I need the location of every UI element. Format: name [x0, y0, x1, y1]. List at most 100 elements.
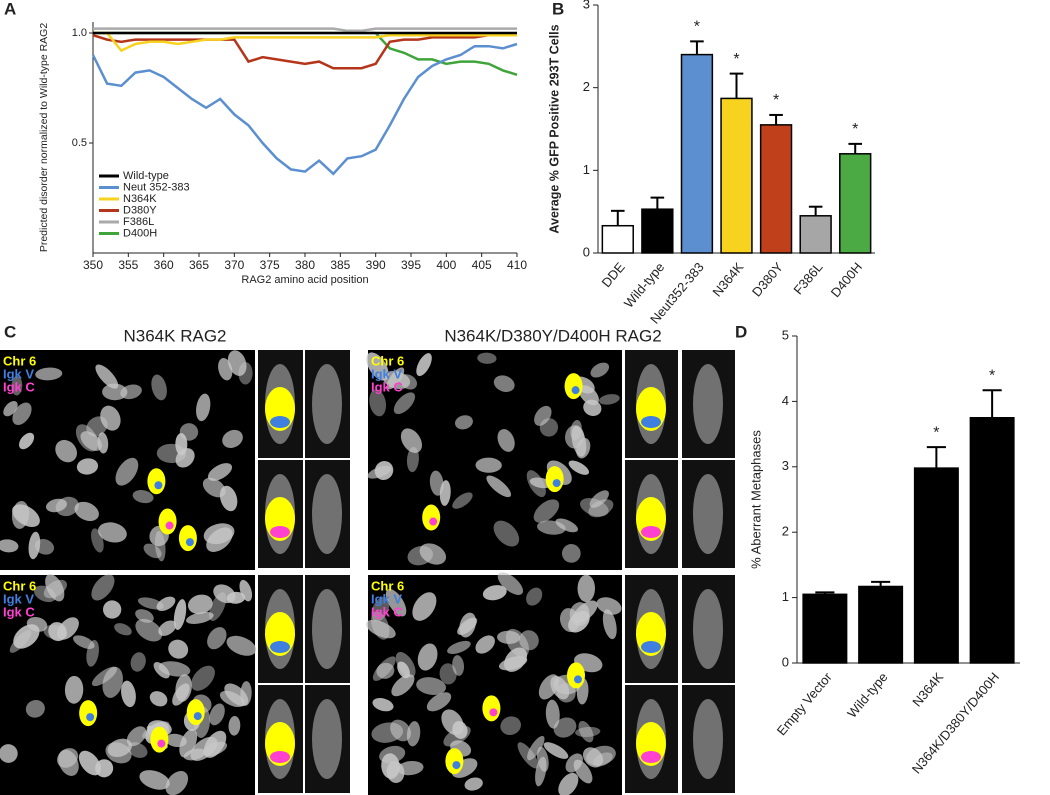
chromosome	[127, 742, 148, 758]
chromosome	[556, 683, 576, 703]
chromosome	[33, 585, 57, 603]
chromosome	[240, 681, 252, 706]
bar	[720, 97, 753, 254]
chromosome	[135, 618, 163, 642]
legend-label: Igk V	[371, 366, 402, 381]
x-tick-label: N364K	[709, 259, 746, 299]
chromosome	[416, 353, 432, 377]
probe-signal	[270, 526, 290, 538]
inset-chromosome	[312, 589, 342, 669]
y-axis-label: % Aberrant Metaphases	[748, 430, 763, 569]
chromosome	[26, 616, 48, 632]
inset-chromosome	[312, 474, 342, 554]
chromosome	[482, 585, 507, 601]
x-tick-label: 375	[260, 258, 280, 272]
x-tick-label: 400	[436, 258, 456, 272]
x-tick-label: 360	[154, 258, 174, 272]
chromosome	[578, 720, 594, 743]
chromosome	[573, 759, 593, 784]
chromosome	[238, 362, 253, 385]
chr6-signal	[186, 699, 205, 726]
chromosome	[219, 690, 245, 708]
chromosome	[98, 522, 127, 543]
bar	[858, 585, 904, 664]
chromosome	[590, 362, 610, 378]
legend-label: Igk C	[371, 604, 403, 619]
chromosome	[45, 574, 65, 602]
inset-chromosome	[693, 474, 723, 554]
chromosome	[102, 383, 128, 401]
chromosome	[209, 703, 225, 726]
chromosome	[100, 405, 121, 431]
chr6-signal	[445, 748, 464, 775]
legend-label: Igk C	[3, 379, 35, 394]
significance: *	[694, 19, 700, 36]
chromosome	[596, 597, 622, 615]
chromosome	[477, 352, 497, 364]
chromosome	[130, 652, 146, 672]
chromosome	[429, 470, 444, 496]
x-tick-label: 370	[224, 258, 244, 272]
legend-label: F386L	[123, 216, 154, 228]
chromosome	[45, 498, 67, 513]
chromosome	[391, 674, 415, 697]
chromosome	[589, 490, 609, 508]
x-tick-label: 365	[189, 258, 209, 272]
chromosome	[475, 635, 495, 654]
significance: *	[733, 51, 739, 68]
chr6-signal	[482, 695, 501, 722]
panel-label: D	[735, 322, 747, 341]
x-tick-label: 395	[401, 258, 421, 272]
chromosome	[91, 666, 118, 687]
y-tick-label: 3	[782, 458, 789, 473]
chromosome	[203, 523, 235, 545]
probe-signal	[165, 521, 174, 530]
chromosome	[417, 643, 438, 671]
probe-signal	[154, 481, 163, 490]
chromosome	[400, 428, 422, 453]
chromosome	[74, 501, 99, 522]
significance: *	[852, 121, 858, 138]
chromosome	[0, 744, 18, 763]
chromosome	[533, 499, 560, 523]
probe-signal	[86, 713, 95, 722]
chromosome	[545, 699, 560, 729]
chromosome	[95, 364, 119, 389]
x-tick-label: 380	[295, 258, 315, 272]
series-line	[93, 27, 517, 33]
chromosome	[570, 419, 582, 441]
chromosome	[371, 611, 390, 640]
probe-signal	[571, 386, 580, 395]
chromosome	[497, 429, 515, 452]
chromosome	[385, 589, 407, 617]
chromosome	[183, 748, 206, 761]
chromosome	[568, 460, 590, 475]
chromosome	[439, 663, 457, 685]
chromosome	[28, 531, 41, 560]
chr6-signal	[545, 466, 564, 493]
chromosome	[114, 623, 132, 636]
x-tick-label: Wild-type	[844, 669, 890, 720]
chromosome	[535, 756, 547, 787]
legend-label: D380Y	[123, 204, 157, 216]
chromosome	[371, 596, 390, 622]
chromosome	[534, 405, 552, 426]
chromosome	[553, 717, 577, 738]
inset-chromosome	[312, 364, 342, 444]
chromosome	[386, 761, 405, 784]
chromosome	[115, 457, 139, 486]
chromosome	[406, 721, 421, 747]
x-tick-label: 405	[472, 258, 492, 272]
chromosome	[168, 639, 189, 659]
bar	[839, 153, 872, 254]
chromosome	[543, 742, 569, 759]
x-tick-label: N364K	[909, 669, 946, 709]
chr6-signal	[564, 373, 583, 400]
chromosome	[227, 350, 247, 376]
chromosome	[493, 520, 520, 547]
chromosome	[158, 661, 191, 677]
chromosome	[576, 438, 591, 459]
chromosome	[34, 539, 55, 555]
